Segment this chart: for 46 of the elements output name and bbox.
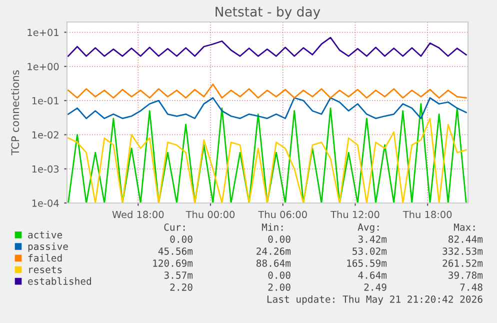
text: 2.49 — [364, 283, 386, 291]
text: Max: — [454, 224, 475, 231]
text: 7.48 — [460, 283, 482, 291]
y-tick-label: 1e-04 — [32, 199, 59, 207]
x-tick-label: Thu 12:00 — [330, 210, 380, 218]
text: 0.00 — [268, 235, 290, 243]
chart-title: Netstat - by day — [216, 6, 320, 20]
text: 45.56m — [158, 247, 193, 255]
y-tick-label: 1e+00 — [28, 62, 59, 70]
y-tick-label: 1e-03 — [32, 165, 59, 173]
x-tick-label: Wed 18:00 — [112, 210, 164, 218]
text: 39.78m — [448, 271, 483, 279]
legend-label: failed — [28, 254, 62, 262]
text: 332.53m — [442, 247, 483, 255]
text: 120.69m — [153, 259, 193, 267]
text: 2.20 — [170, 283, 192, 291]
text: 2.00 — [268, 283, 290, 291]
line-series — [68, 84, 467, 99]
legend-label: passive — [28, 242, 68, 252]
text: 261.52m — [442, 259, 483, 267]
text: Last update: Thu May 21 21:20:42 2026 — [267, 295, 482, 305]
text: 3.57m — [164, 271, 193, 279]
y-tick-label: 1e-02 — [32, 131, 58, 139]
x-tick-label: Thu 00:00 — [186, 210, 235, 218]
text: 0.00 — [268, 271, 290, 279]
legend-label: established — [28, 277, 91, 285]
text: Avg: — [358, 224, 379, 233]
x-tick-label: Thu 06:00 — [258, 210, 307, 218]
y-tick-label: 1e+01 — [28, 28, 58, 36]
y-axis-title: TCP connections — [11, 70, 20, 156]
line-series — [68, 36, 467, 57]
text: 4.64m — [358, 271, 387, 279]
legend-label: resets — [29, 266, 62, 274]
x-tick-label: Thu 18:00 — [402, 210, 452, 218]
text: Min: — [262, 223, 283, 231]
text: Cur: — [164, 223, 185, 231]
text: 53.02m — [352, 247, 387, 255]
legend-label: active — [28, 230, 62, 238]
y-tick-label: 1e-01 — [32, 97, 58, 104]
line-series — [68, 97, 467, 120]
text: 24.26m — [256, 247, 291, 255]
text: 0.00 — [170, 235, 192, 243]
text: 88.64m — [256, 259, 291, 267]
text: 165.59m — [347, 259, 387, 267]
text: 3.42m — [358, 235, 387, 243]
text: 82.44m — [448, 235, 483, 243]
